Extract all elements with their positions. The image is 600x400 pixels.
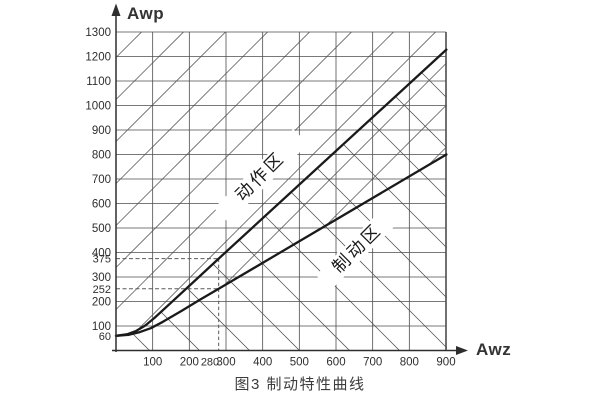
x-tick-label: 900 [436,357,455,369]
x-tick-label: 700 [363,357,382,369]
y-tick-label: 800 [92,150,111,162]
y-axis-title: Awp [127,4,165,23]
y-tick-label: 1300 [85,27,111,39]
y-tick-label: 900 [92,125,111,137]
y-tick-label: 600 [92,199,111,211]
y-tick-label: 200 [92,297,111,309]
y-tick-label: 400 [92,248,111,260]
y-tick-label: 500 [92,223,111,235]
figure-caption: 图3 制动特性曲线 [234,376,366,393]
hatch-back-line [116,49,272,351]
x-tick-label: 100 [143,357,162,369]
grid-lines [116,31,447,351]
braking-label-halo [315,205,401,291]
y-tick-label: 1200 [85,52,111,64]
y-tick-label: 700 [92,174,111,186]
x-axis-arrow-icon [456,346,468,355]
hatch-back-line [375,49,447,351]
y-tick-label: 1100 [86,76,111,88]
axes [111,3,468,355]
y-tick-label: 375 [93,254,111,266]
y-tick-label: 100 [92,321,111,333]
x-tick-label: 400 [253,357,272,369]
y-tick-label: 300 [92,272,111,284]
y-tick-label: 252 [93,284,111,296]
curve-action-boundary [114,48,448,337]
x-axis-title: Awz [476,340,512,359]
hatch-forward-line [116,32,447,336]
x-tick-label: 280 [201,357,219,369]
hatch-back-line [116,49,222,351]
x-tick-label: 300 [216,357,235,369]
action-label-halo [213,128,309,224]
hatch-forward-line [116,32,374,336]
hatch-forward-line [116,32,206,336]
hatch-forward-line [116,32,332,336]
curve-braking-boundary [114,153,448,337]
y-tick-label: 60 [99,331,111,343]
y-tick-label: 1000 [85,101,111,113]
x-tick-label: 600 [326,357,345,369]
reference-dashed-lines [116,258,220,351]
x-tick-label: 500 [290,357,309,369]
x-tick-label: 200 [180,357,199,369]
x-tick-label: 800 [400,357,419,369]
y-axis-arrow-icon [111,3,121,16]
